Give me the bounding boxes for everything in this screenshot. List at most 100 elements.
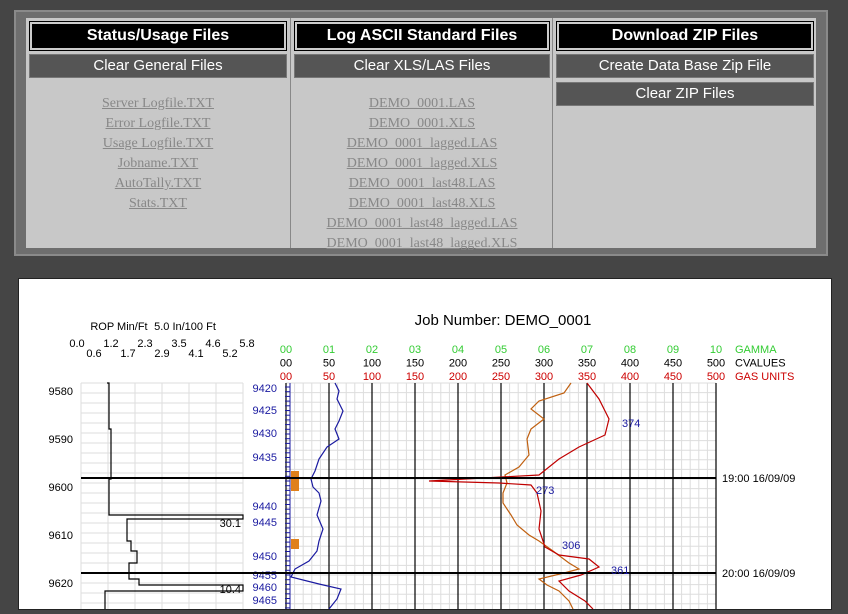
scale-tick: 100 bbox=[363, 371, 381, 383]
scale-tick: 450 bbox=[664, 358, 682, 370]
scale-tick: 06 bbox=[538, 344, 550, 356]
file-link[interactable]: DEMO_0001_last48.LAS bbox=[348, 176, 496, 191]
file-link[interactable]: Stats.TXT bbox=[129, 196, 187, 211]
rop-tick: 0.6 bbox=[86, 348, 101, 360]
marker bbox=[291, 539, 299, 549]
scale-tick: 350 bbox=[578, 358, 596, 370]
scale-tick: 350 bbox=[578, 371, 596, 383]
rop-value-label: 30.1 bbox=[220, 518, 241, 530]
menu-column: Status/Usage Files Clear General Files Ser… bbox=[26, 18, 290, 248]
scale-tick: 02 bbox=[366, 344, 378, 356]
scale-tick: 08 bbox=[624, 344, 636, 356]
scale-name: GAS UNITS bbox=[735, 371, 794, 383]
file-link[interactable]: Jobname.TXT bbox=[117, 156, 199, 171]
column-header: Status/Usage Files bbox=[29, 21, 287, 51]
value-label: 273 bbox=[536, 485, 554, 497]
depth-label: 9430 bbox=[253, 428, 277, 440]
cvalues-curve bbox=[502, 382, 581, 610]
scale-tick: 09 bbox=[667, 344, 679, 356]
scale-tick: 04 bbox=[452, 344, 464, 356]
depth-label: 9610 bbox=[49, 530, 73, 542]
chart-title: Job Number: DEMO_0001 bbox=[415, 312, 592, 329]
marker bbox=[291, 471, 299, 491]
scale-tick: 00 bbox=[280, 371, 292, 383]
value-label: 361 bbox=[611, 565, 629, 577]
link-list: Server Logfile.TXT Error Logfile.TXT Usage… bbox=[26, 94, 290, 214]
scale-tick: 50 bbox=[323, 371, 335, 383]
depth-label: 9425 bbox=[253, 405, 277, 417]
scale-tick: 150 bbox=[406, 358, 424, 370]
scale-tick: 250 bbox=[492, 358, 510, 370]
depth-label: 9580 bbox=[49, 386, 73, 398]
gas-curve bbox=[428, 382, 610, 610]
rop-tick: 1.2 bbox=[103, 338, 118, 350]
file-link[interactable]: DEMO_0001.XLS bbox=[368, 116, 476, 131]
log-svg: Job Number: DEMO_0001 ROP Min/Ft 5.0 In/10… bbox=[49, 312, 795, 610]
file-link[interactable]: DEMO_0001_last48_lagged.XLS bbox=[326, 236, 518, 251]
scale-tick: 500 bbox=[707, 358, 725, 370]
depth-label: 9435 bbox=[253, 452, 277, 464]
depth-label: 9445 bbox=[253, 517, 277, 529]
depth-label: 9465 bbox=[253, 595, 277, 607]
file-link[interactable]: Server Logfile.TXT bbox=[102, 96, 214, 111]
scale-tick: 10 bbox=[710, 344, 722, 356]
depth-label: 9600 bbox=[49, 482, 73, 494]
log-chart: Job Number: DEMO_0001 ROP Min/Ft 5.0 In/10… bbox=[18, 278, 832, 610]
scale-tick: 00 bbox=[280, 358, 292, 370]
file-link[interactable]: DEMO_0001.LAS bbox=[368, 96, 476, 111]
scale-name: GAMMA bbox=[735, 344, 777, 356]
rop-tick: 2.3 bbox=[137, 338, 152, 350]
depth-label: 9460 bbox=[253, 582, 277, 594]
rop-tick: 2.9 bbox=[154, 348, 169, 360]
file-link[interactable]: AutoTally.TXT bbox=[114, 176, 202, 191]
menu-button[interactable]: Clear ZIP Files bbox=[556, 82, 814, 106]
depth-label: 9450 bbox=[253, 551, 277, 563]
depth-label: 9440 bbox=[253, 501, 277, 513]
menu-button[interactable]: Clear XLS/LAS Files bbox=[294, 54, 550, 78]
menu-panel: Status/Usage Files Clear General Files Ser… bbox=[14, 10, 828, 256]
scale-tick: 07 bbox=[581, 344, 593, 356]
value-label: 374 bbox=[622, 418, 640, 430]
link-list: DEMO_0001.LAS DEMO_0001.XLS DEMO_0001_lagg… bbox=[291, 94, 553, 254]
scale-tick: 400 bbox=[621, 358, 639, 370]
depth-label: 9420 bbox=[253, 383, 277, 395]
scale-tick: 300 bbox=[535, 371, 553, 383]
rop-tick: 5.2 bbox=[222, 348, 237, 360]
scale-tick: 03 bbox=[409, 344, 421, 356]
depth-label: 9590 bbox=[49, 434, 73, 446]
depth-label: 9455 bbox=[253, 570, 277, 582]
scale-tick: 01 bbox=[323, 344, 335, 356]
file-link[interactable]: DEMO_0001_last48.XLS bbox=[348, 196, 496, 211]
scale-tick: 300 bbox=[535, 358, 553, 370]
menu-button[interactable]: Create Data Base Zip File bbox=[556, 54, 814, 78]
scale-name: CVALUES bbox=[735, 358, 786, 370]
menu-button[interactable]: Clear General Files bbox=[29, 54, 287, 78]
rop-value-label: 10.4 bbox=[220, 584, 241, 596]
time-label: 19:00 16/09/09 bbox=[722, 473, 795, 485]
rop-curve bbox=[104, 382, 244, 609]
scale-tick: 00 bbox=[280, 344, 292, 356]
scale-tick: 450 bbox=[664, 371, 682, 383]
scale-tick: 50 bbox=[323, 358, 335, 370]
file-link[interactable]: DEMO_0001_lagged.XLS bbox=[346, 156, 498, 171]
rop-tick: 3.5 bbox=[171, 338, 186, 350]
rop-tick: 1.7 bbox=[120, 348, 135, 360]
scale-tick: 150 bbox=[406, 371, 424, 383]
gamma-curve bbox=[290, 382, 344, 610]
menu-column: Log ASCII Standard Files Clear XLS/LAS Fi… bbox=[290, 18, 553, 251]
file-link[interactable]: Error Logfile.TXT bbox=[105, 116, 211, 131]
menu-inner: Status/Usage Files Clear General Files Ser… bbox=[26, 18, 816, 251]
scale-tick: 500 bbox=[707, 371, 725, 383]
file-link[interactable]: Usage Logfile.TXT bbox=[102, 136, 214, 151]
file-link[interactable]: DEMO_0001_lagged.LAS bbox=[346, 136, 498, 151]
scale-tick: 250 bbox=[492, 371, 510, 383]
scale-tick: 200 bbox=[449, 358, 467, 370]
scale-tick: 200 bbox=[449, 371, 467, 383]
rop-tick: 4.6 bbox=[205, 338, 220, 350]
scale-tick: 05 bbox=[495, 344, 507, 356]
scale-tick: 100 bbox=[363, 358, 381, 370]
time-label: 20:00 16/09/09 bbox=[722, 568, 795, 580]
file-link[interactable]: DEMO_0001_last48_lagged.LAS bbox=[326, 216, 518, 231]
scale-tick: 400 bbox=[621, 371, 639, 383]
